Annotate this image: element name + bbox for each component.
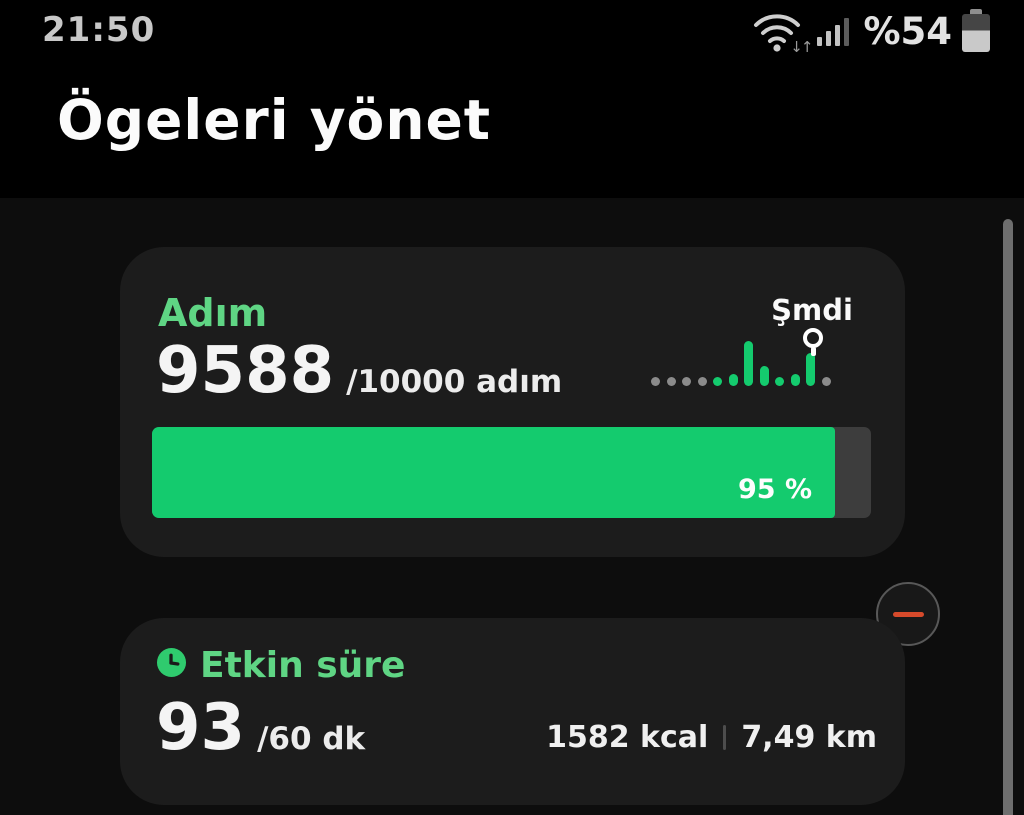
clock-time-label: 21:50 — [42, 10, 156, 50]
steps-progress-label: 95 % — [738, 474, 813, 505]
steps-card-title: Adım — [158, 291, 268, 335]
mini-chart-bar — [744, 341, 753, 386]
steps-progress-fill: 95 % — [152, 427, 836, 518]
wifi-traffic-arrows-icon: ↓↑ — [790, 38, 813, 56]
now-marker-stem — [811, 347, 816, 356]
steps-progress-bar: 95 % — [152, 427, 871, 518]
battery-icon — [962, 9, 990, 52]
steps-card[interactable]: Adım 9588 /10000 adım Şmdi 95 % — [120, 247, 905, 557]
signal-strength-icon — [817, 16, 850, 46]
distance-label: 7,49 km — [741, 720, 877, 755]
steps-mini-chart — [651, 341, 831, 386]
minus-icon — [892, 611, 924, 617]
mini-chart-bar — [713, 377, 722, 386]
mini-chart-bar — [790, 374, 800, 386]
active-time-card[interactable]: Etkin süre 93 /60 dk 1582 kcal 7,49 km — [120, 618, 905, 805]
steps-value-row: 9588 /10000 adım — [156, 339, 562, 403]
clock-icon — [156, 647, 187, 678]
page-title: Ögeleri yönet — [57, 88, 492, 152]
activity-stats-row: 1582 kcal 7,49 km — [546, 720, 877, 755]
scrollbar-thumb[interactable] — [1003, 219, 1013, 815]
active-time-value-row: 93 /60 dk — [156, 696, 365, 760]
active-time-goal: /60 dk — [257, 721, 366, 757]
mini-chart-bar — [759, 366, 769, 386]
mini-chart-bar — [666, 377, 676, 386]
header: 21:50 ↓↑ %54 Ögeleri yönet — [0, 0, 1024, 198]
mini-chart-bar — [821, 377, 831, 386]
mini-chart-bar — [682, 377, 691, 386]
stats-divider — [723, 725, 727, 750]
now-label: Şmdi — [771, 293, 853, 327]
mini-chart-bar — [775, 377, 784, 386]
mini-chart-bar — [697, 377, 707, 386]
status-icons: ↓↑ %54 — [751, 8, 990, 56]
mini-chart-bar — [728, 374, 738, 386]
battery-percent-label: %54 — [863, 9, 952, 53]
steps-goal: /10000 adım — [346, 364, 563, 400]
active-time-value: 93 — [156, 691, 246, 765]
now-marker-icon — [803, 328, 823, 348]
wifi-icon: ↓↑ — [751, 8, 813, 56]
active-time-title: Etkin süre — [200, 645, 406, 686]
mini-chart-bar — [806, 353, 815, 386]
calories-label: 1582 kcal — [546, 720, 709, 755]
steps-value: 9588 — [156, 334, 335, 408]
mini-chart-bar — [651, 377, 660, 386]
